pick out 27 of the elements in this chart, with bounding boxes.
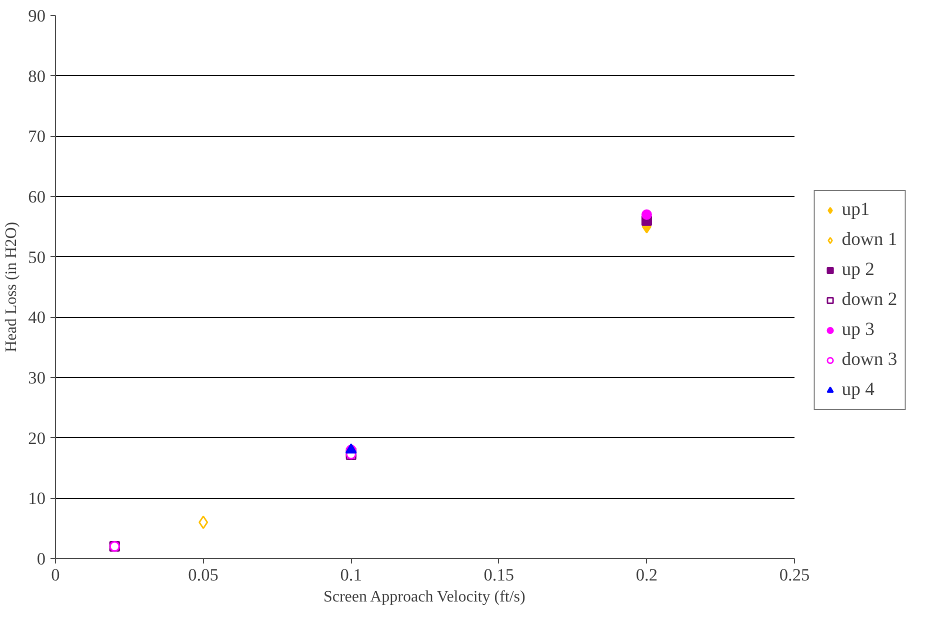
x-axis-title: Screen Approach Velocity (ft/s) [323, 588, 526, 606]
y-tick-label: 40 [28, 308, 46, 328]
y-tick-label: 50 [28, 248, 46, 267]
legend-label: up 4 [842, 379, 874, 401]
x-tick-label: 0 [51, 566, 60, 584]
y-tick-label: 90 [28, 6, 46, 26]
y-tick-label: 70 [28, 127, 46, 146]
y-tick-label: 10 [28, 489, 46, 508]
legend-label: down 3 [842, 349, 898, 371]
y-tick-label: 60 [28, 188, 46, 206]
point [198, 516, 208, 530]
y-tick-label: 0 [36, 550, 46, 568]
x-tick-label: 0.15 [484, 566, 514, 584]
legend-label: down 1 [842, 229, 898, 251]
x-tick-label: 0.1 [340, 566, 362, 584]
x-tick-label: 0.2 [636, 566, 658, 584]
y-axis-title: Head Loss (in H2O) [3, 222, 20, 352]
y-tick-label: 30 [28, 368, 46, 388]
y-tick-label: 20 [28, 428, 46, 448]
legend-label: up 3 [842, 319, 874, 341]
y-tick-label: 80 [28, 66, 46, 86]
legend-label: up1 [842, 199, 870, 221]
x-tick-label: 0.05 [188, 566, 218, 584]
legend-label: up 2 [842, 259, 874, 281]
x-tick-label: 0.25 [779, 566, 810, 584]
legend-label: down 2 [842, 289, 898, 311]
point [641, 209, 652, 220]
